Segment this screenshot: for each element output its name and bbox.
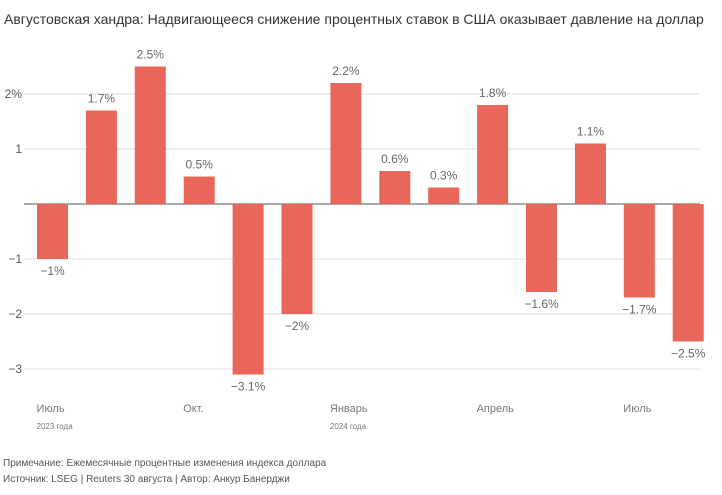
bar (232, 204, 264, 375)
data-label: −1.6% (524, 297, 559, 311)
chart-note: Примечание: Ежемесячные процентные измен… (3, 458, 327, 469)
data-label: −1.7% (622, 303, 657, 317)
bar (183, 176, 215, 204)
y-tick-label: 2% (5, 87, 23, 101)
data-label: 0.3% (430, 169, 458, 183)
data-label: 1.7% (88, 92, 116, 106)
data-label: 2.5% (137, 48, 165, 62)
x-tick-label: Июль (623, 403, 651, 415)
data-label: −2% (285, 319, 310, 333)
bar (672, 204, 704, 342)
bar (477, 105, 509, 204)
x-tick-label: Июль (37, 403, 65, 415)
bar (379, 171, 411, 204)
y-tick-label: −2 (8, 307, 22, 321)
bar (330, 83, 362, 204)
data-label: 0.6% (381, 152, 409, 166)
bar (85, 110, 117, 204)
x-tick-label: Январь (330, 403, 368, 415)
bar (623, 204, 655, 298)
data-label: 1.8% (479, 86, 507, 100)
chart-source: Источник: LSEG | Reuters 30 августа | Ав… (3, 474, 290, 485)
data-label: 1.1% (577, 125, 605, 139)
data-label: 0.5% (186, 158, 214, 172)
x-tick-sublabel: 2024 года (330, 422, 367, 431)
data-label: −2.5% (671, 347, 706, 361)
data-label: 2.2% (332, 64, 360, 78)
x-tick-label: Апрель (477, 403, 515, 415)
bar (134, 66, 166, 204)
x-tick-sublabel: 2023 года (37, 422, 74, 431)
x-tick-label: Окт. (183, 403, 203, 415)
data-label: −1% (40, 264, 65, 278)
y-tick-label: 1 (15, 142, 22, 156)
bar (574, 143, 606, 204)
bar (428, 187, 460, 204)
bar (281, 204, 313, 314)
y-tick-label: −1 (8, 252, 22, 266)
chart-title: Августовская хандра: Надвигающееся сниже… (4, 11, 704, 27)
data-label: −3.1% (231, 380, 266, 394)
bar (37, 204, 68, 259)
bar (526, 204, 557, 292)
bar-chart: 2% 1 −1 −2 −3 −1% 1.7% 2.5% 0.5% −3.1% −2% 2.2% 0.6%… (5, 48, 706, 432)
y-tick-label: −3 (8, 362, 22, 376)
